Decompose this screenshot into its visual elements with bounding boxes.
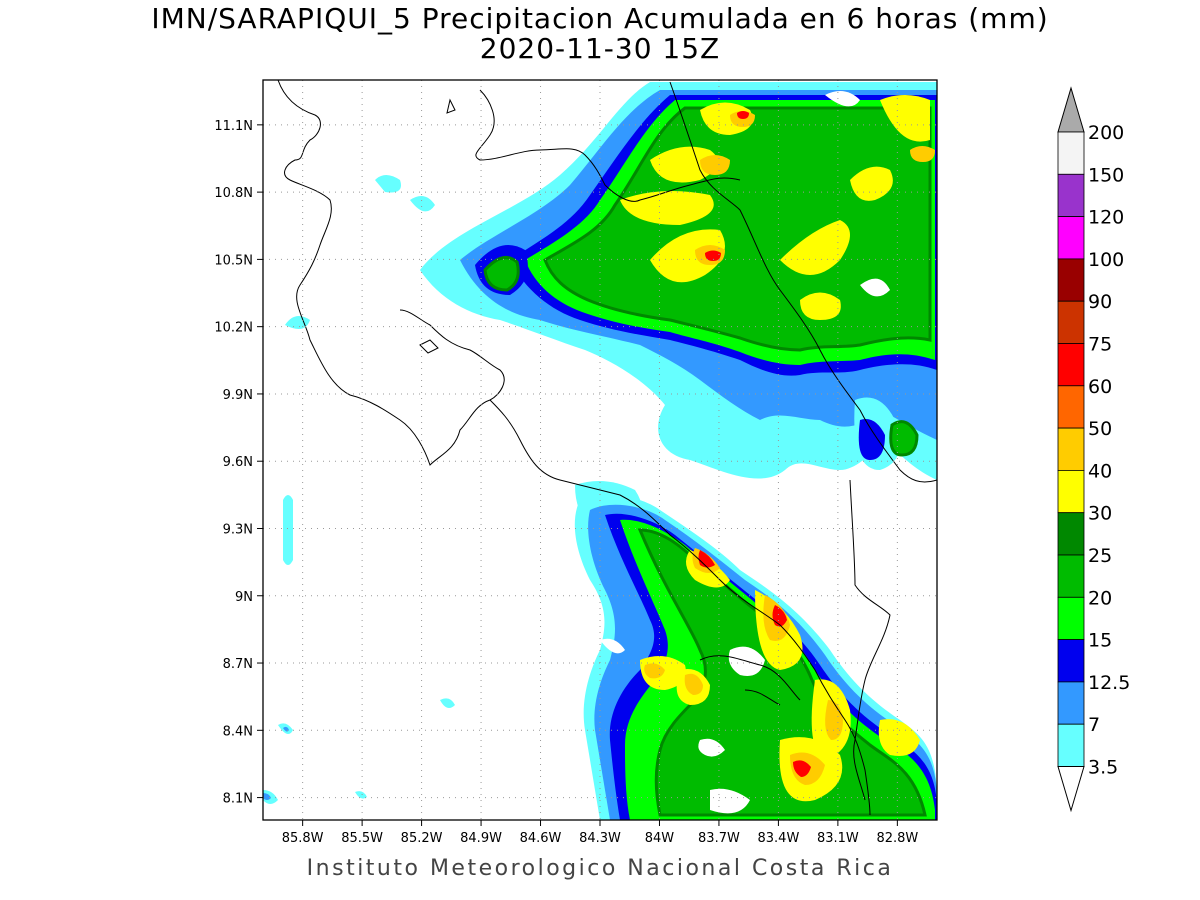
lat-tick-label: 10.2N <box>214 321 253 336</box>
precip-region-north <box>285 82 937 530</box>
lon-tick-label: 84W <box>645 831 675 846</box>
colorbar-level-label: 60 <box>1088 376 1112 398</box>
precip-contour-l5 <box>889 420 919 457</box>
colorbar-level-label: 50 <box>1088 418 1112 440</box>
precip-contour-l6 <box>650 229 725 283</box>
lon-tick-label: 83.4W <box>758 831 800 846</box>
lon-tick-label: 84.3W <box>579 831 621 846</box>
precip-contour-l6 <box>880 95 930 142</box>
colorbar-top-arrow <box>1057 86 1085 133</box>
colorbar-level-label: 12.5 <box>1088 672 1130 694</box>
precip-contour-l2 <box>263 793 271 800</box>
colorbar-level-label: 200 <box>1088 122 1124 144</box>
colorbar-swatch <box>1057 131 1085 175</box>
precip-contour-l7 <box>684 673 703 695</box>
colorbar-swatch <box>1057 385 1085 429</box>
colorbar-level-label: 15 <box>1088 630 1112 652</box>
lat-tick-label: 9.6N <box>223 455 253 470</box>
colorbar-swatch <box>1057 723 1085 767</box>
precip-region-south <box>574 494 937 820</box>
precip-contour-l6 <box>850 166 893 201</box>
colorbar-bottom-arrow <box>1057 766 1085 813</box>
precip-contour-l5 <box>483 256 520 292</box>
graticule-grid <box>263 80 937 820</box>
lon-tick-label: 84.9W <box>460 831 502 846</box>
colorbar-legend: 200 150 120 100 90 75 60 50 40 30 25 20 15 12.5 7 3.5 <box>1057 86 1130 813</box>
colorbar-swatch <box>1057 173 1085 218</box>
colorbar-level-label: 20 <box>1088 587 1112 609</box>
precip-contour-l8 <box>705 250 721 261</box>
lat-tick-label: 9.3N <box>223 522 253 537</box>
lat-tick-label: 9N <box>235 590 253 605</box>
lat-tick-label: 11.1N <box>214 119 253 134</box>
colorbar-level-label: 100 <box>1088 249 1124 271</box>
precip-contour-l8 <box>772 605 787 627</box>
colorbar-level-label: 75 <box>1088 334 1112 356</box>
precip-contour-l1 <box>375 175 401 193</box>
colorbar-level-label: 25 <box>1088 545 1112 567</box>
precip-contour-l8 <box>737 111 749 119</box>
lat-tick-label: 8.4N <box>223 724 253 739</box>
colorbar-level-label: 150 <box>1088 164 1124 186</box>
precip-contour-l1 <box>283 495 293 565</box>
precip-gap <box>860 278 890 297</box>
colorbar-swatch <box>1057 469 1085 514</box>
precip-contour-l1 <box>410 196 435 212</box>
lon-tick-label: 83.7W <box>698 831 740 846</box>
lon-tick-label: 83.1W <box>817 831 859 846</box>
precip-contour-l6 <box>780 220 850 275</box>
colorbar-swatch <box>1057 512 1085 556</box>
precip-gap <box>825 91 860 107</box>
lon-tick-label: 85.2W <box>401 831 443 846</box>
precip-contour-l5 <box>543 106 932 352</box>
precip-contour-l1 <box>440 698 455 709</box>
precip-contour-l7 <box>700 155 730 175</box>
lon-tick-label: 85.5W <box>341 831 383 846</box>
precip-contour-l6 <box>878 719 920 756</box>
colorbar-level-label: 7 <box>1088 714 1100 736</box>
longitude-axis: 85.8W 85.5W 85.2W 84.9W 84.6W 84.3W 84W 83.7W 83… <box>282 820 918 846</box>
footer-credit: Instituto Meteorologico Nacional Costa R… <box>306 856 894 881</box>
precip-gap <box>698 738 725 757</box>
precip-contour-l7 <box>910 146 935 162</box>
lon-tick-label: 85.8W <box>282 831 324 846</box>
map-subtitle-date: 2020-11-30 15Z <box>479 32 721 65</box>
colorbar-level-label: 90 <box>1088 291 1112 313</box>
lat-tick-label: 8.7N <box>223 657 253 672</box>
precip-contour-l6 <box>800 292 841 320</box>
lon-tick-label: 82.8W <box>876 831 918 846</box>
precip-contour-l3 <box>858 419 885 460</box>
colorbar-swatch <box>1057 554 1085 598</box>
colorbar-swatch <box>1057 258 1085 302</box>
colorbar-swatch <box>1057 343 1085 387</box>
colorbar-level-label: 40 <box>1088 460 1112 482</box>
precipitation-field <box>263 82 937 820</box>
colorbar-level-label: 120 <box>1088 207 1124 229</box>
map-title: IMN/SARAPIQUI_5 Precipitacion Acumulada … <box>151 2 1049 35</box>
latitude-axis: 11.1N 10.8N 10.5N 10.2N 9.9N 9.6N 9.3N 9N 8.7N 8.… <box>214 119 263 807</box>
precip-contour-l6 <box>650 146 718 183</box>
colorbar-swatch <box>1057 216 1085 260</box>
lat-tick-label: 10.8N <box>214 186 253 201</box>
colorbar-swatch <box>1057 427 1085 471</box>
precip-contour-l6 <box>700 102 753 135</box>
precip-contour-l1 <box>285 316 310 329</box>
colorbar-swatch <box>1057 300 1085 344</box>
lat-tick-label: 10.5N <box>214 253 253 268</box>
precip-gap <box>600 638 625 654</box>
colorbar-level-label: 30 <box>1088 503 1112 525</box>
colorbar-swatch <box>1057 639 1085 683</box>
precip-gap <box>710 788 750 814</box>
precip-contour-l8 <box>793 760 811 777</box>
lat-tick-label: 8.1N <box>223 792 253 807</box>
colorbar-level-label: 3.5 <box>1088 757 1118 779</box>
precip-contour-l1 <box>355 791 367 799</box>
lon-tick-label: 84.6W <box>520 831 562 846</box>
lat-tick-label: 9.9N <box>223 388 253 403</box>
colorbar-swatch <box>1057 596 1085 640</box>
colorbar-swatch <box>1057 681 1085 725</box>
